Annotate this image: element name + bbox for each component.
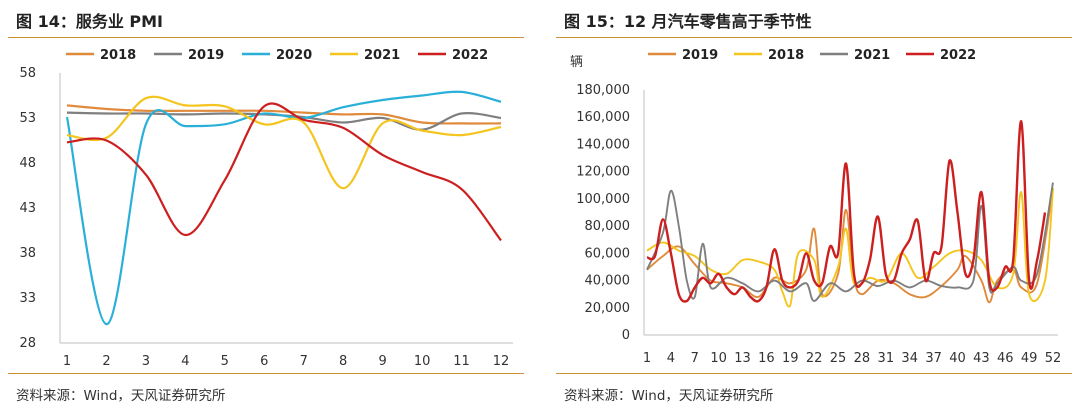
left-legend-label-4: 2022 [452, 48, 488, 63]
right-source-rule [556, 373, 1072, 374]
right-y-tick-8: 160,000 [576, 110, 630, 125]
left-series-line-2021 [66, 95, 502, 190]
left-x-tick-7: 8 [339, 354, 347, 369]
right-y-tick-4: 80,000 [585, 219, 631, 234]
left-y-tick-2: 38 [19, 246, 36, 261]
right-series-line-2018 [646, 187, 1054, 308]
left-series-line-2022 [66, 102, 502, 242]
right-y-tick-5: 100,000 [576, 192, 630, 207]
right-series-line-2022 [646, 120, 1047, 303]
right-y-tick-3: 60,000 [585, 246, 631, 261]
right-legend-label-1: 2018 [768, 48, 804, 63]
left-chart-source: 资料来源：Wind，天风证券研究所 [16, 388, 226, 404]
right-chart-title: 图 15：12 月汽车零售高于季节性 [564, 12, 812, 31]
right-x-tick-9: 28 [854, 351, 871, 366]
left-y-tick-5: 53 [19, 111, 36, 126]
right-x-tick-5: 16 [758, 351, 775, 366]
left-x-tick-10: 11 [453, 354, 470, 369]
right-y-tick-9: 180,000 [576, 83, 630, 98]
right-title-rule [556, 37, 1072, 38]
left-y-tick-3: 43 [19, 201, 36, 216]
right-y-tick-1: 20,000 [585, 301, 631, 316]
right-x-tick-14: 43 [973, 351, 990, 366]
right-x-tick-11: 34 [901, 351, 918, 366]
right-series-line-2021 [646, 182, 1054, 302]
left-x-tick-4: 5 [221, 354, 229, 369]
right-legend-label-3: 2022 [940, 48, 976, 63]
left-legend-label-2: 2020 [276, 48, 312, 63]
right-x-tick-1: 4 [667, 351, 675, 366]
right-y-tick-7: 140,000 [576, 137, 630, 152]
right-x-tick-12: 37 [925, 351, 942, 366]
right-y-axis-label: 辆 [570, 55, 583, 70]
right-x-tick-3: 10 [710, 351, 727, 366]
left-x-tick-5: 6 [260, 354, 268, 369]
left-legend-label-1: 2019 [188, 48, 224, 63]
left-legend-label-3: 2021 [364, 48, 400, 63]
right-x-tick-6: 19 [782, 351, 799, 366]
left-chart-panel: 图 14：服务业 PMI 28 33 38 43 48 53 58 1 2 3 4 5 6 7 8 9 10 11… [8, 0, 524, 413]
right-chart-svg: 辆 0 20,000 40,000 60,000 80,000 100,000 120,000… [570, 48, 1062, 366]
right-x-tick-17: 52 [1045, 351, 1062, 366]
right-x-tick-15: 46 [997, 351, 1014, 366]
left-x-tick-11: 12 [493, 354, 510, 369]
left-x-tick-6: 7 [300, 354, 308, 369]
left-x-tick-8: 9 [378, 354, 386, 369]
left-y-tick-4: 48 [19, 156, 36, 171]
left-legend-label-0: 2018 [100, 48, 136, 63]
right-chart-panel: 图 15：12 月汽车零售高于季节性 辆 0 20,000 40,000 60,000 8… [556, 0, 1072, 413]
left-source-rule [8, 373, 524, 374]
right-y-tick-2: 40,000 [585, 274, 631, 289]
right-x-tick-2: 7 [691, 351, 699, 366]
right-legend-label-0: 2019 [682, 48, 718, 63]
left-y-tick-6: 58 [19, 66, 36, 81]
right-legend-label-2: 2021 [854, 48, 890, 63]
left-series-line-2020 [65, 90, 502, 326]
left-chart-title: 图 14：服务业 PMI [16, 12, 164, 31]
right-chart-source: 资料来源：Wind，天风证券研究所 [564, 388, 774, 404]
right-x-tick-7: 22 [806, 351, 823, 366]
right-x-tick-0: 1 [643, 351, 651, 366]
left-y-tick-0: 28 [19, 336, 36, 351]
left-x-tick-0: 1 [63, 354, 71, 369]
left-x-tick-3: 4 [181, 354, 189, 369]
right-y-tick-6: 120,000 [576, 165, 630, 180]
left-title-rule [8, 37, 524, 38]
right-x-tick-13: 40 [949, 351, 966, 366]
right-x-tick-8: 25 [830, 351, 847, 366]
left-x-tick-9: 10 [414, 354, 431, 369]
right-x-tick-4: 13 [734, 351, 751, 366]
right-x-tick-10: 31 [878, 351, 895, 366]
left-x-tick-1: 2 [102, 354, 110, 369]
right-y-tick-0: 0 [622, 328, 630, 343]
left-series-line-2018 [66, 104, 502, 125]
left-y-tick-1: 33 [19, 291, 36, 306]
right-x-tick-16: 49 [1021, 351, 1038, 366]
left-x-tick-2: 3 [142, 354, 150, 369]
